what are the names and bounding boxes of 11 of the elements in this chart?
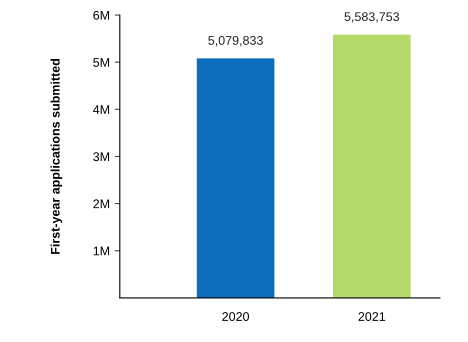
y-tick-label: 6M xyxy=(93,10,110,20)
data-label: 5,079,833 xyxy=(208,36,263,46)
y-tick-label: 3M xyxy=(93,152,110,162)
y-tick-label: 4M xyxy=(93,105,110,114)
x-tick-label: 2021 xyxy=(358,312,386,321)
y-tick-label: 2M xyxy=(93,199,110,208)
y-tick-label: 1M xyxy=(94,246,110,256)
x-tick-label: 2020 xyxy=(222,312,250,321)
data-label: 5,583,753 xyxy=(344,12,400,23)
y-axis-title: First-year applications submitted xyxy=(50,58,62,254)
y-tick-label: 5M xyxy=(93,58,110,67)
